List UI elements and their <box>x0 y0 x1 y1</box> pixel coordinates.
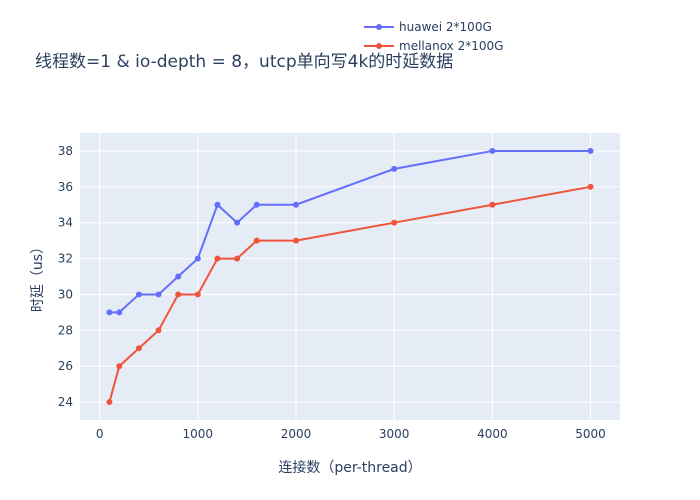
y-tick-label: 38 <box>58 144 73 158</box>
data-point <box>391 219 398 226</box>
x-axis-title: 连接数（per-thread） <box>278 459 421 476</box>
data-point <box>234 219 241 226</box>
data-point <box>234 255 241 262</box>
data-point <box>135 345 142 352</box>
data-point <box>587 147 594 154</box>
y-tick-label: 24 <box>58 395 73 409</box>
legend-label: huawei 2*100G <box>399 20 492 34</box>
data-point <box>175 291 182 298</box>
data-point <box>194 255 201 262</box>
data-point <box>214 255 221 262</box>
series-0 <box>106 147 594 316</box>
data-point <box>194 291 201 298</box>
data-point <box>293 201 299 208</box>
y-tick-label: 34 <box>58 216 73 230</box>
series-1 <box>106 183 594 406</box>
data-point <box>116 363 123 370</box>
data-point <box>155 327 162 334</box>
data-point <box>155 291 162 298</box>
legend-swatch-marker <box>376 24 382 30</box>
x-tick-label: 0 <box>96 427 104 441</box>
data-point <box>106 309 113 316</box>
data-point <box>391 165 398 172</box>
data-point <box>293 237 299 244</box>
plot-background <box>80 133 620 420</box>
data-point <box>116 309 123 316</box>
x-tick-label: 1000 <box>183 427 214 441</box>
data-point <box>489 201 496 208</box>
legend: huawei 2*100G mellanox 2*100G <box>364 20 503 53</box>
tick-labels: 0 1000 2000 3000 4000 5000 24 26 28 30 32 34 36 38 <box>58 144 606 441</box>
y-tick-label: 26 <box>58 359 73 373</box>
y-tick-label: 28 <box>58 323 73 337</box>
legend-item[interactable]: mellanox 2*100G <box>364 39 503 53</box>
y-tick-label: 32 <box>58 252 73 266</box>
x-tick-label: 4000 <box>477 427 508 441</box>
y-axis-title: 时延（us） <box>30 240 46 312</box>
data-point <box>253 237 260 244</box>
legend-item[interactable]: huawei 2*100G <box>364 20 492 34</box>
legend-label: mellanox 2*100G <box>399 39 503 53</box>
data-point <box>135 291 142 298</box>
data-point <box>489 147 496 154</box>
data-point <box>587 183 594 190</box>
data-point <box>175 273 182 280</box>
data-point <box>214 201 221 208</box>
data-point <box>253 201 260 208</box>
x-tick-label: 5000 <box>575 427 606 441</box>
legend-swatch-marker <box>376 43 382 49</box>
data-point <box>106 399 113 406</box>
y-tick-label: 36 <box>58 180 73 194</box>
series-layer <box>106 147 594 406</box>
x-tick-label: 3000 <box>379 427 410 441</box>
x-tick-label: 2000 <box>281 427 312 441</box>
y-tick-label: 30 <box>58 287 73 301</box>
chart-title: 线程数=1 & io-depth = 8，utcp单向写4k的时延数据 <box>35 52 453 72</box>
